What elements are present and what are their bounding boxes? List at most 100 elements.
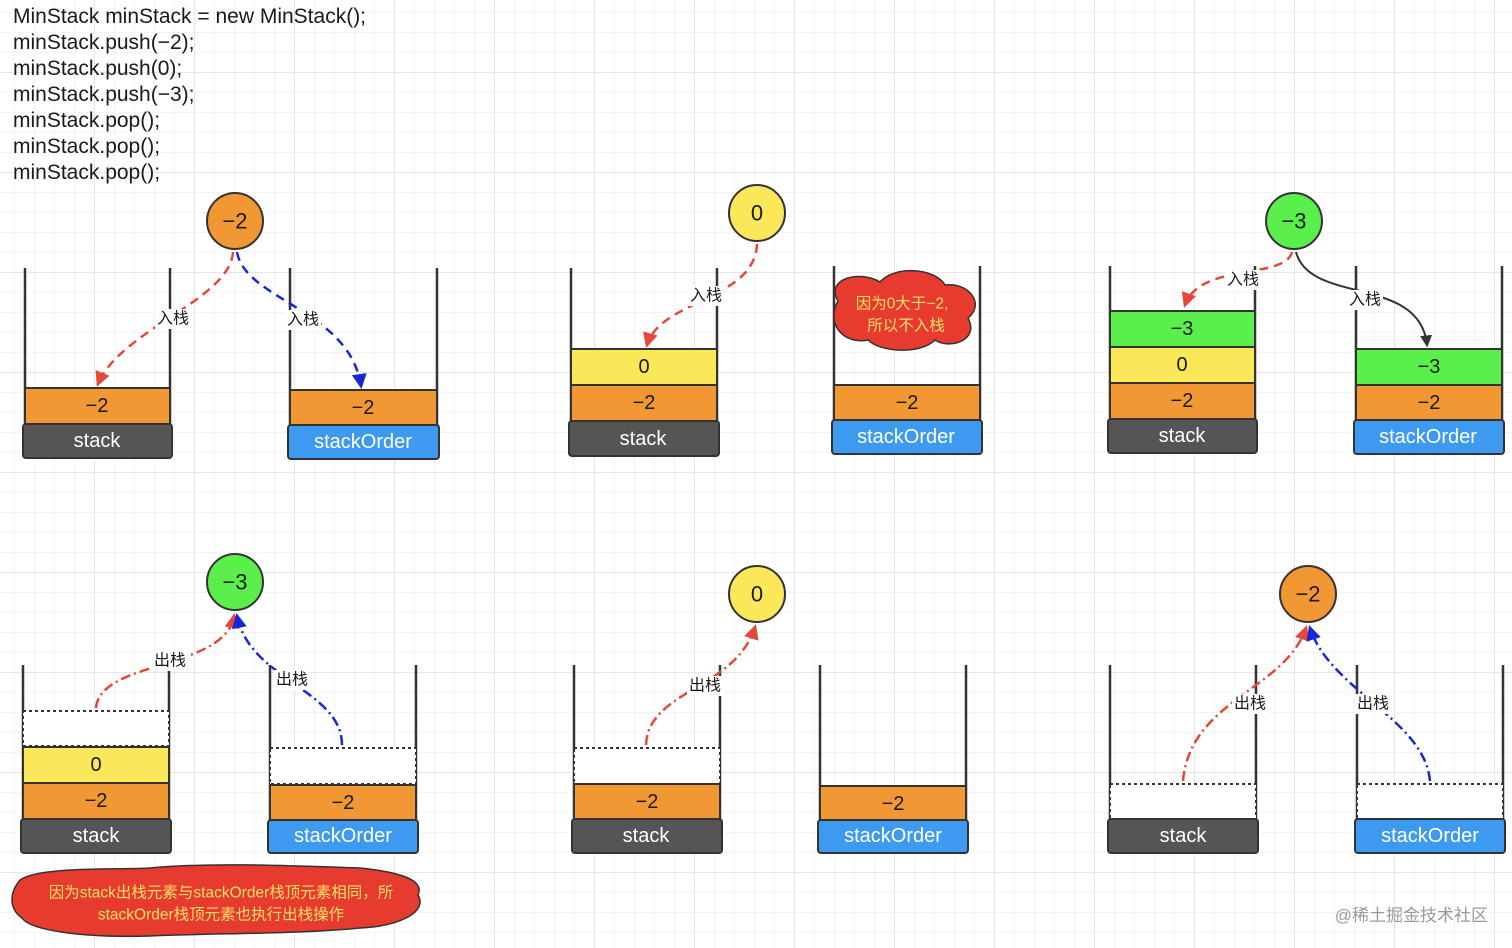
code-line: MinStack minStack = new MinStack(); (13, 5, 367, 28)
stack-label: stack (1159, 425, 1207, 447)
stack-element (573, 783, 721, 821)
push-label: 入栈 (287, 311, 319, 329)
note-text: 因为stack出栈元素与stackOrder栈顶元素相同，所 (49, 884, 393, 902)
stack-label-box (20, 818, 172, 854)
stack-label: stack (620, 428, 668, 450)
order-label-box (287, 424, 440, 460)
order-element-value: −2 (882, 793, 905, 815)
order-element (833, 384, 981, 422)
note-cloud (833, 270, 976, 351)
panel-push-zero: 0 −2 stack −2 stackOrder 0 入栈 因为0大于−2, 所… (568, 184, 983, 457)
stack-element-value: 0 (638, 356, 649, 378)
order-element-value: −2 (1418, 392, 1441, 414)
stack-order-label: stackOrder (857, 426, 955, 448)
push-label: 入栈 (1227, 271, 1259, 289)
circle-value: 0 (751, 201, 763, 226)
code-line: minStack.pop(); (13, 135, 161, 158)
code-line: minStack.pop(); (13, 161, 161, 184)
panel-pop-zero: −2 stack −2 stackOrder 0 出栈 (571, 565, 969, 854)
popped-slot (22, 710, 170, 747)
stack-element (1109, 382, 1256, 420)
note-text: stackOrder栈顶元素也执行出栈操作 (98, 906, 344, 924)
push-label: 入栈 (157, 310, 189, 328)
panel-pop-neg3: 0 −2 stack −2 stackOrder −3 出栈 出栈 因为stac… (11, 553, 421, 938)
value-circle (206, 553, 264, 611)
stack-element (570, 384, 718, 422)
pop-label: 出栈 (276, 671, 308, 689)
order-label-box (817, 819, 969, 854)
popped-slot (269, 747, 417, 785)
pop-label: 出栈 (1234, 695, 1266, 713)
note-text: 因为0大于−2, (856, 295, 949, 313)
order-element (1355, 348, 1503, 386)
stack-element-value: −3 (1171, 318, 1194, 340)
stack-label-box (571, 818, 723, 854)
panel-pop-neg2: stack stackOrder −2 出栈 出栈 (1107, 565, 1506, 854)
stack-label-box (1107, 818, 1259, 854)
note-text: 所以不入栈 (867, 317, 945, 335)
stack-element (24, 387, 171, 425)
circle-value: 0 (751, 582, 763, 607)
order-label-box (267, 819, 419, 854)
order-label-box (1354, 818, 1506, 854)
order-element (819, 785, 967, 823)
pop-label: 出栈 (1357, 695, 1389, 713)
order-element (289, 389, 438, 427)
stack-order-label: stackOrder (1381, 825, 1479, 847)
stack-element (22, 746, 170, 784)
order-element-value: −2 (896, 392, 919, 414)
stack-element-value: 0 (1176, 354, 1187, 376)
stack-element-value: −2 (85, 790, 108, 812)
stack-label: stack (1160, 825, 1208, 847)
stack-label-box (22, 423, 173, 459)
order-element-value: −2 (332, 792, 355, 814)
code-listing: MinStack minStack = new MinStack(); minS… (13, 4, 366, 186)
stack-order-label: stackOrder (314, 431, 412, 453)
order-element (1355, 384, 1503, 422)
value-circle (206, 192, 264, 250)
value-circle (728, 565, 786, 623)
popped-slot (573, 747, 721, 785)
circle-value: −3 (1281, 209, 1306, 234)
panel-push-neg2: −2 stack −2 stackOrder −2 入栈 入栈 (22, 192, 440, 460)
pop-arrow-order (1306, 625, 1432, 782)
panel-push-neg3: −3 0 −2 stack −3 −2 stackOrder −3 入栈 入栈 (1107, 192, 1505, 455)
code-line: minStack.push(0); (13, 57, 183, 80)
stack-element (1109, 346, 1256, 384)
push-arrow-order (235, 251, 367, 389)
circle-value: −2 (1295, 582, 1320, 607)
pop-label: 出栈 (154, 652, 186, 670)
pop-arrow-stack (644, 624, 759, 746)
stack-order-label: stackOrder (844, 825, 942, 847)
note-cloud (11, 864, 421, 938)
stack-element-value: −2 (636, 791, 659, 813)
popped-slot (1109, 783, 1257, 821)
code-line: minStack.push(−2); (13, 31, 195, 54)
stack-label: stack (73, 825, 121, 847)
order-element-value: −2 (352, 397, 375, 419)
stack-element (1109, 310, 1256, 348)
stack-element-value: 0 (90, 754, 101, 776)
value-circle (728, 184, 786, 242)
order-label-box (831, 419, 983, 455)
stack-element-value: −2 (86, 395, 109, 417)
code-line: minStack.push(−3); (13, 83, 195, 106)
circle-value: −2 (222, 209, 247, 234)
code-line: minStack.pop(); (13, 109, 161, 132)
value-circle (1279, 565, 1337, 623)
stack-label-box (1107, 418, 1258, 454)
stack-element-value: −2 (633, 392, 656, 414)
stack-label: stack (623, 825, 671, 847)
popped-slot (1356, 783, 1504, 821)
order-label-box (1353, 419, 1505, 455)
stack-order-label: stackOrder (1379, 426, 1477, 448)
stack-label: stack (74, 430, 122, 452)
stack-label-box (568, 420, 720, 457)
watermark: @稀土掘金技术社区 (1334, 906, 1488, 925)
pop-label: 出栈 (689, 677, 721, 695)
stack-element-value: −2 (1171, 390, 1194, 412)
value-circle (1265, 192, 1323, 250)
push-label: 入栈 (690, 287, 722, 305)
order-element-value: −3 (1418, 356, 1441, 378)
